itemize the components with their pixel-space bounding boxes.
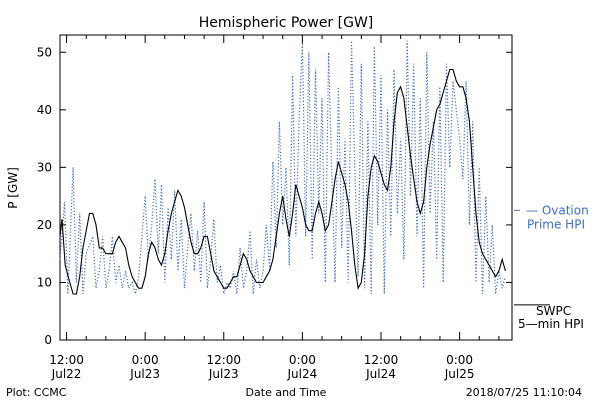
ovation-prime-series-line [59, 40, 506, 295]
x-axis: 12:00Jul220:00Jul2312:00Jul230:00Jul2412… [49, 35, 500, 381]
y-tick-label: 50 [37, 45, 52, 59]
x-tick-label-date: Jul25 [444, 367, 475, 381]
legend-swpc-label: SWPC [536, 304, 571, 318]
x-tick-label-date: Jul24 [365, 367, 396, 381]
plot-timestamp: 2018/07/25 11:10:04 [466, 386, 582, 399]
x-axis-label: Date and Time [246, 386, 327, 399]
legend-swpc-label: 5—min HPI [518, 317, 584, 331]
x-tick-label-time: 12:00 [364, 353, 399, 367]
y-tick-label: 30 [37, 160, 52, 174]
y-axis-label: P [GW] [6, 167, 20, 209]
y-tick-label: 40 [37, 103, 52, 117]
legend-ovation-label: — Ovation [526, 203, 589, 217]
x-tick-label-date: Jul24 [287, 367, 318, 381]
x-tick-label-time: 12:00 [49, 353, 84, 367]
swpc-series-line [59, 68, 506, 295]
y-tick-label: 0 [44, 333, 52, 347]
plot-frame [59, 34, 513, 341]
legend-ovation-label: Prime HPI [527, 217, 585, 231]
x-tick-label-time: 0:00 [289, 353, 316, 367]
x-tick-label-time: 0:00 [446, 353, 473, 367]
chart-title: Hemispheric Power [GW] [199, 15, 374, 31]
x-tick-label-time: 12:00 [206, 353, 241, 367]
y-tick-label: 20 [37, 218, 52, 232]
y-axis: 0 10 20 30 40 50 [37, 45, 512, 347]
x-tick-label-date: Jul22 [51, 367, 82, 381]
plot-source: Plot: CCMC [6, 386, 67, 399]
series-layer [59, 40, 506, 295]
x-tick-label-date: Jul23 [208, 367, 239, 381]
x-tick-label-time: 0:00 [132, 353, 159, 367]
x-tick-label-date: Jul23 [129, 367, 160, 381]
y-tick-label: 10 [37, 275, 52, 289]
